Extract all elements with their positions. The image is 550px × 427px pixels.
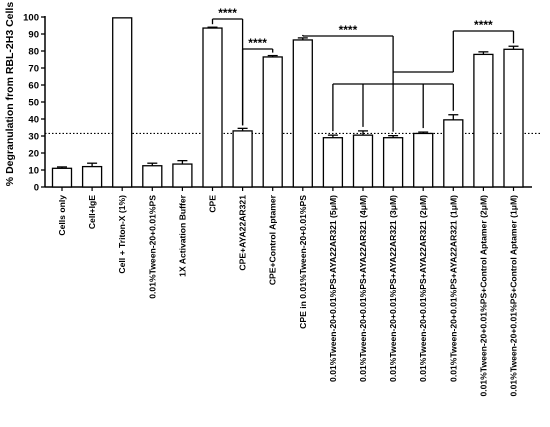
bars [51,17,524,188]
bar [81,165,103,188]
x-axis: Cells only Cell+IgE Cell + Triton-X (1%) 0.… [45,186,532,397]
x-tick-label: 0.01%Tween-20+0.01%PS+AYA22AR321 (5μM) [328,195,338,382]
significance-label: **** [248,36,267,50]
significance-brackets: **** **** **** **** [211,6,515,132]
significance-label: **** [474,18,493,32]
bar [112,17,133,188]
bar [232,130,253,188]
bar [503,48,524,188]
x-tick-label: Cell + Triton-X (1%) [117,195,127,274]
y-tick-label: 90 [28,30,39,41]
x-tick-label: CPE+AYA22AR321 [238,195,248,271]
x-tick-label: Cells only [57,195,67,236]
y-axis-title: % Degranulation from RBL-2H3 Cells [4,2,16,187]
significance-label: **** [339,23,358,37]
bar [292,39,313,188]
bar [352,134,374,188]
x-tick-label: 1X Activation Buffer [177,194,187,276]
bar [413,132,434,188]
bar [202,27,223,188]
x-tick-label: 0.01%Tween-20+0.01%PS+Control Aptamer (1… [509,195,519,397]
y-tick-label: 40 [28,115,39,126]
y-tick-label: 0 [34,183,39,194]
bar [443,119,464,188]
y-tick-label: 100 [23,13,39,24]
y-tick-label: 20 [28,149,39,160]
x-tick-label: 0.01%Tween-20+0.01%PS+AYA22AR321 (4μM) [358,195,368,382]
x-tick-label: CPE+Control Aptamer [268,194,278,285]
bar [142,165,163,188]
x-tick-label: 0.01%Tween-20+0.01%PS+AYA22AR321 (2μM) [418,195,428,382]
y-tick-label: 70 [28,64,39,75]
y-axis: 0 10 20 30 40 50 60 70 80 90 100 [23,13,46,194]
y-tick-label: 50 [28,98,39,109]
bar [473,53,494,188]
y-tick-label: 10 [28,166,39,177]
bar [322,137,344,188]
x-tick-label: CPE [208,195,218,213]
bar [262,56,283,188]
x-tick-label: 0.01%Tween-20+0.01%PS+AYA22AR321 (3μM) [388,195,398,382]
bar [51,167,73,188]
x-tick-label: 0.01%Tween-20+0.01%PS+AYA22AR321 (1μM) [448,195,458,382]
x-tick-label: 0.01%Tween-20+0.01%PS+Control Aptamer (2… [478,195,488,397]
bar [382,137,404,188]
y-tick-label: 30 [28,132,39,143]
x-tick-label: 0.01%Tween-20+0.01%PS [147,195,157,299]
y-tick-label: 80 [28,47,39,58]
y-tick-label: 60 [28,81,39,92]
x-tick-label: Cell+IgE [87,195,97,229]
significance-label: **** [218,6,237,20]
bar [172,163,193,188]
x-tick-label: CPE in 0.01%Tween-20+0.01%PS [298,195,308,329]
